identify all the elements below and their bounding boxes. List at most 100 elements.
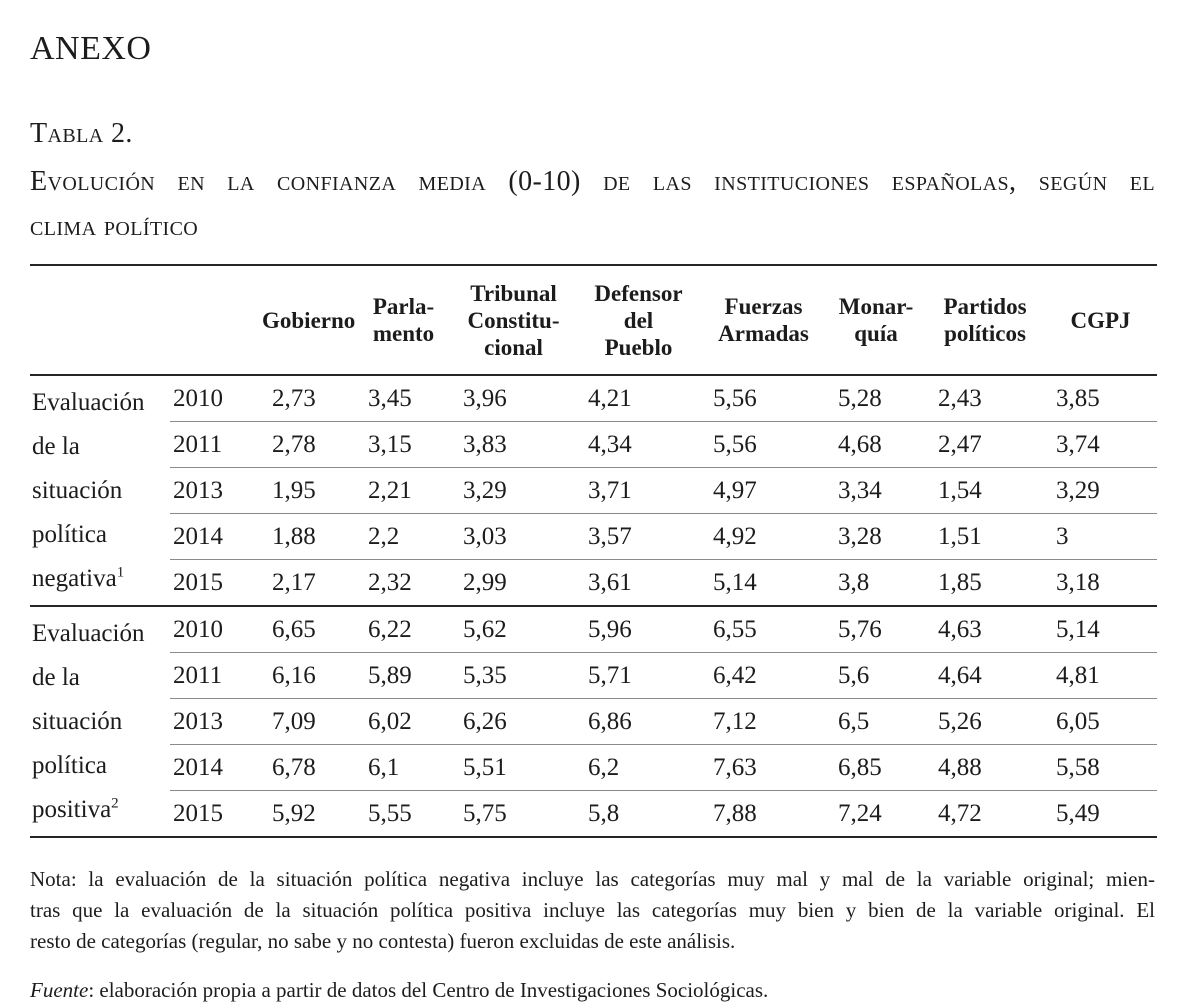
value-cell: 5,89 [356, 652, 451, 699]
value-cell: 3,34 [826, 467, 926, 514]
table-title-line1: Evolución en la confianza media (0-10) d… [30, 166, 1155, 197]
value-cell: 3,15 [356, 421, 451, 468]
value-cell: 2,99 [463, 568, 507, 596]
value-cell: 4,72 [938, 799, 982, 827]
year-cell: 2010 [170, 605, 260, 653]
column-header-tribunal-constitucional: Tribunal Constitu- cional [451, 265, 576, 376]
value-cell: 6,85 [826, 744, 926, 791]
annex-heading: ANEXO [30, 30, 152, 67]
value-cell: 6,16 [260, 652, 356, 699]
value-cell: 2,32 [368, 568, 412, 596]
note-line: resto de categorías (regular, no sabe y … [30, 929, 736, 953]
value-cell: 5,51 [451, 744, 576, 791]
table-note: Nota: la evaluación de la situación polí… [30, 864, 1155, 957]
source-text: : elaboración propia a partir de datos d… [88, 978, 769, 1002]
value-cell: 5,96 [576, 605, 701, 653]
value-cell: 6,2 [576, 744, 701, 791]
table-title-line2: clima político [30, 211, 199, 242]
value-cell: 5,6 [826, 652, 926, 699]
value-cell: 3,18 [1056, 568, 1100, 596]
column-header-gobierno: Gobierno [260, 265, 356, 376]
value-cell: 5,14 [1044, 605, 1157, 653]
value-cell: 6,26 [451, 698, 576, 745]
value-cell: 3,61 [588, 568, 632, 596]
value-cell: 3,28 [826, 513, 926, 560]
table-number-label: Tabla 2. [30, 118, 133, 149]
value-cell: 5,58 [1044, 744, 1157, 791]
value-cell: 1,88 [260, 513, 356, 560]
value-cell: 4,21 [576, 375, 701, 422]
value-cell: 2,73 [260, 375, 356, 422]
value-cell: 6,05 [1044, 698, 1157, 745]
table-row: Evaluación de la situación política posi… [30, 605, 1157, 837]
value-cell: 4,34 [576, 421, 701, 468]
value-cell: 3,96 [451, 375, 576, 422]
section-negative: Evaluación de la situación política nega… [30, 375, 1157, 606]
value-cell: 5,56 [701, 375, 826, 422]
table-row: 2013 1,95 2,21 3,29 3,71 4,97 3,34 1,54 … [30, 467, 1157, 514]
value-cell: 3,29 [1044, 467, 1157, 514]
column-header-fuerzas-armadas: Fuerzas Armadas [701, 265, 826, 376]
value-cell: 2,47 [926, 421, 1044, 468]
value-cell: 4,92 [701, 513, 826, 560]
value-cell: 6,65 [260, 605, 356, 653]
value-cell: 3,45 [356, 375, 451, 422]
value-cell: 5,56 [701, 421, 826, 468]
value-cell: 2,21 [356, 467, 451, 514]
value-cell: 3,29 [451, 467, 576, 514]
header-row: Gobierno Parla- mento Tribunal Constitu-… [30, 265, 1157, 376]
value-cell: 1,95 [260, 467, 356, 514]
value-cell: 4,63 [926, 605, 1044, 653]
value-cell: 7,24 [838, 799, 882, 827]
year-cell: 2014 [170, 744, 260, 791]
table-row: 2015 2,17 2,32 2,99 3,61 5,14 3,8 1,85 3… [30, 560, 1157, 607]
table-row: 2011 6,16 5,89 5,35 5,71 6,42 5,6 4,64 4… [30, 652, 1157, 699]
value-cell: 3,83 [451, 421, 576, 468]
value-cell: 2,2 [356, 513, 451, 560]
table-row: 2011 2,78 3,15 3,83 4,34 5,56 4,68 2,47 … [30, 421, 1157, 468]
value-cell: 3,8 [838, 568, 870, 596]
value-cell: 2,78 [260, 421, 356, 468]
value-cell: 7,12 [701, 698, 826, 745]
value-cell: 2,17 [272, 568, 316, 596]
value-cell: 5,75 [463, 799, 507, 827]
table-row: 2015 5,92 5,55 5,75 5,8 7,88 7,24 4,72 5… [30, 791, 1157, 838]
row-group-label-text: Evaluación de la situación política nega… [32, 388, 145, 592]
value-cell: 4,68 [826, 421, 926, 468]
value-cell: 3,03 [451, 513, 576, 560]
value-cell: 4,64 [926, 652, 1044, 699]
column-header-defensor-del-pueblo: Defensor del Pueblo [576, 265, 701, 376]
source-label: Fuente [30, 978, 89, 1002]
value-cell: 5,92 [272, 799, 316, 827]
year-cell: 2011 [170, 652, 260, 699]
value-cell: 1,85 [938, 568, 982, 596]
value-cell: 1,54 [926, 467, 1044, 514]
year-cell: 2010 [170, 375, 260, 422]
table-row: 2014 6,78 6,1 5,51 6,2 7,63 6,85 4,88 5,… [30, 744, 1157, 791]
value-cell: 5,62 [451, 605, 576, 653]
table-header: Gobierno Parla- mento Tribunal Constitu-… [30, 265, 1157, 376]
year-cell: 2015 [173, 799, 223, 827]
year-cell: 2015 [173, 568, 223, 596]
row-group-label-text: Evaluación de la situación política posi… [32, 619, 145, 823]
column-header-monarquia: Monar- quía [826, 265, 926, 376]
value-cell: 4,88 [926, 744, 1044, 791]
value-cell: 3,74 [1044, 421, 1157, 468]
column-header-cgpj: CGPJ [1044, 265, 1157, 376]
value-cell: 7,09 [260, 698, 356, 745]
column-header-parlamento: Parla- mento [356, 265, 451, 376]
value-cell: 5,49 [1056, 799, 1100, 827]
value-cell: 6,5 [826, 698, 926, 745]
value-cell: 3,85 [1044, 375, 1157, 422]
value-cell: 5,28 [826, 375, 926, 422]
value-cell: 3 [1044, 513, 1157, 560]
value-cell: 6,55 [701, 605, 826, 653]
footnote-marker-1: 1 [116, 564, 125, 581]
source-line: Fuente: elaboración propia a partir de d… [30, 978, 1155, 1003]
value-cell: 5,71 [576, 652, 701, 699]
value-cell: 6,86 [576, 698, 701, 745]
row-group-label-positive: Evaluación de la situación política posi… [30, 605, 170, 837]
value-cell: 3,57 [576, 513, 701, 560]
note-line: tras que la evaluación de la situación p… [30, 898, 1155, 922]
